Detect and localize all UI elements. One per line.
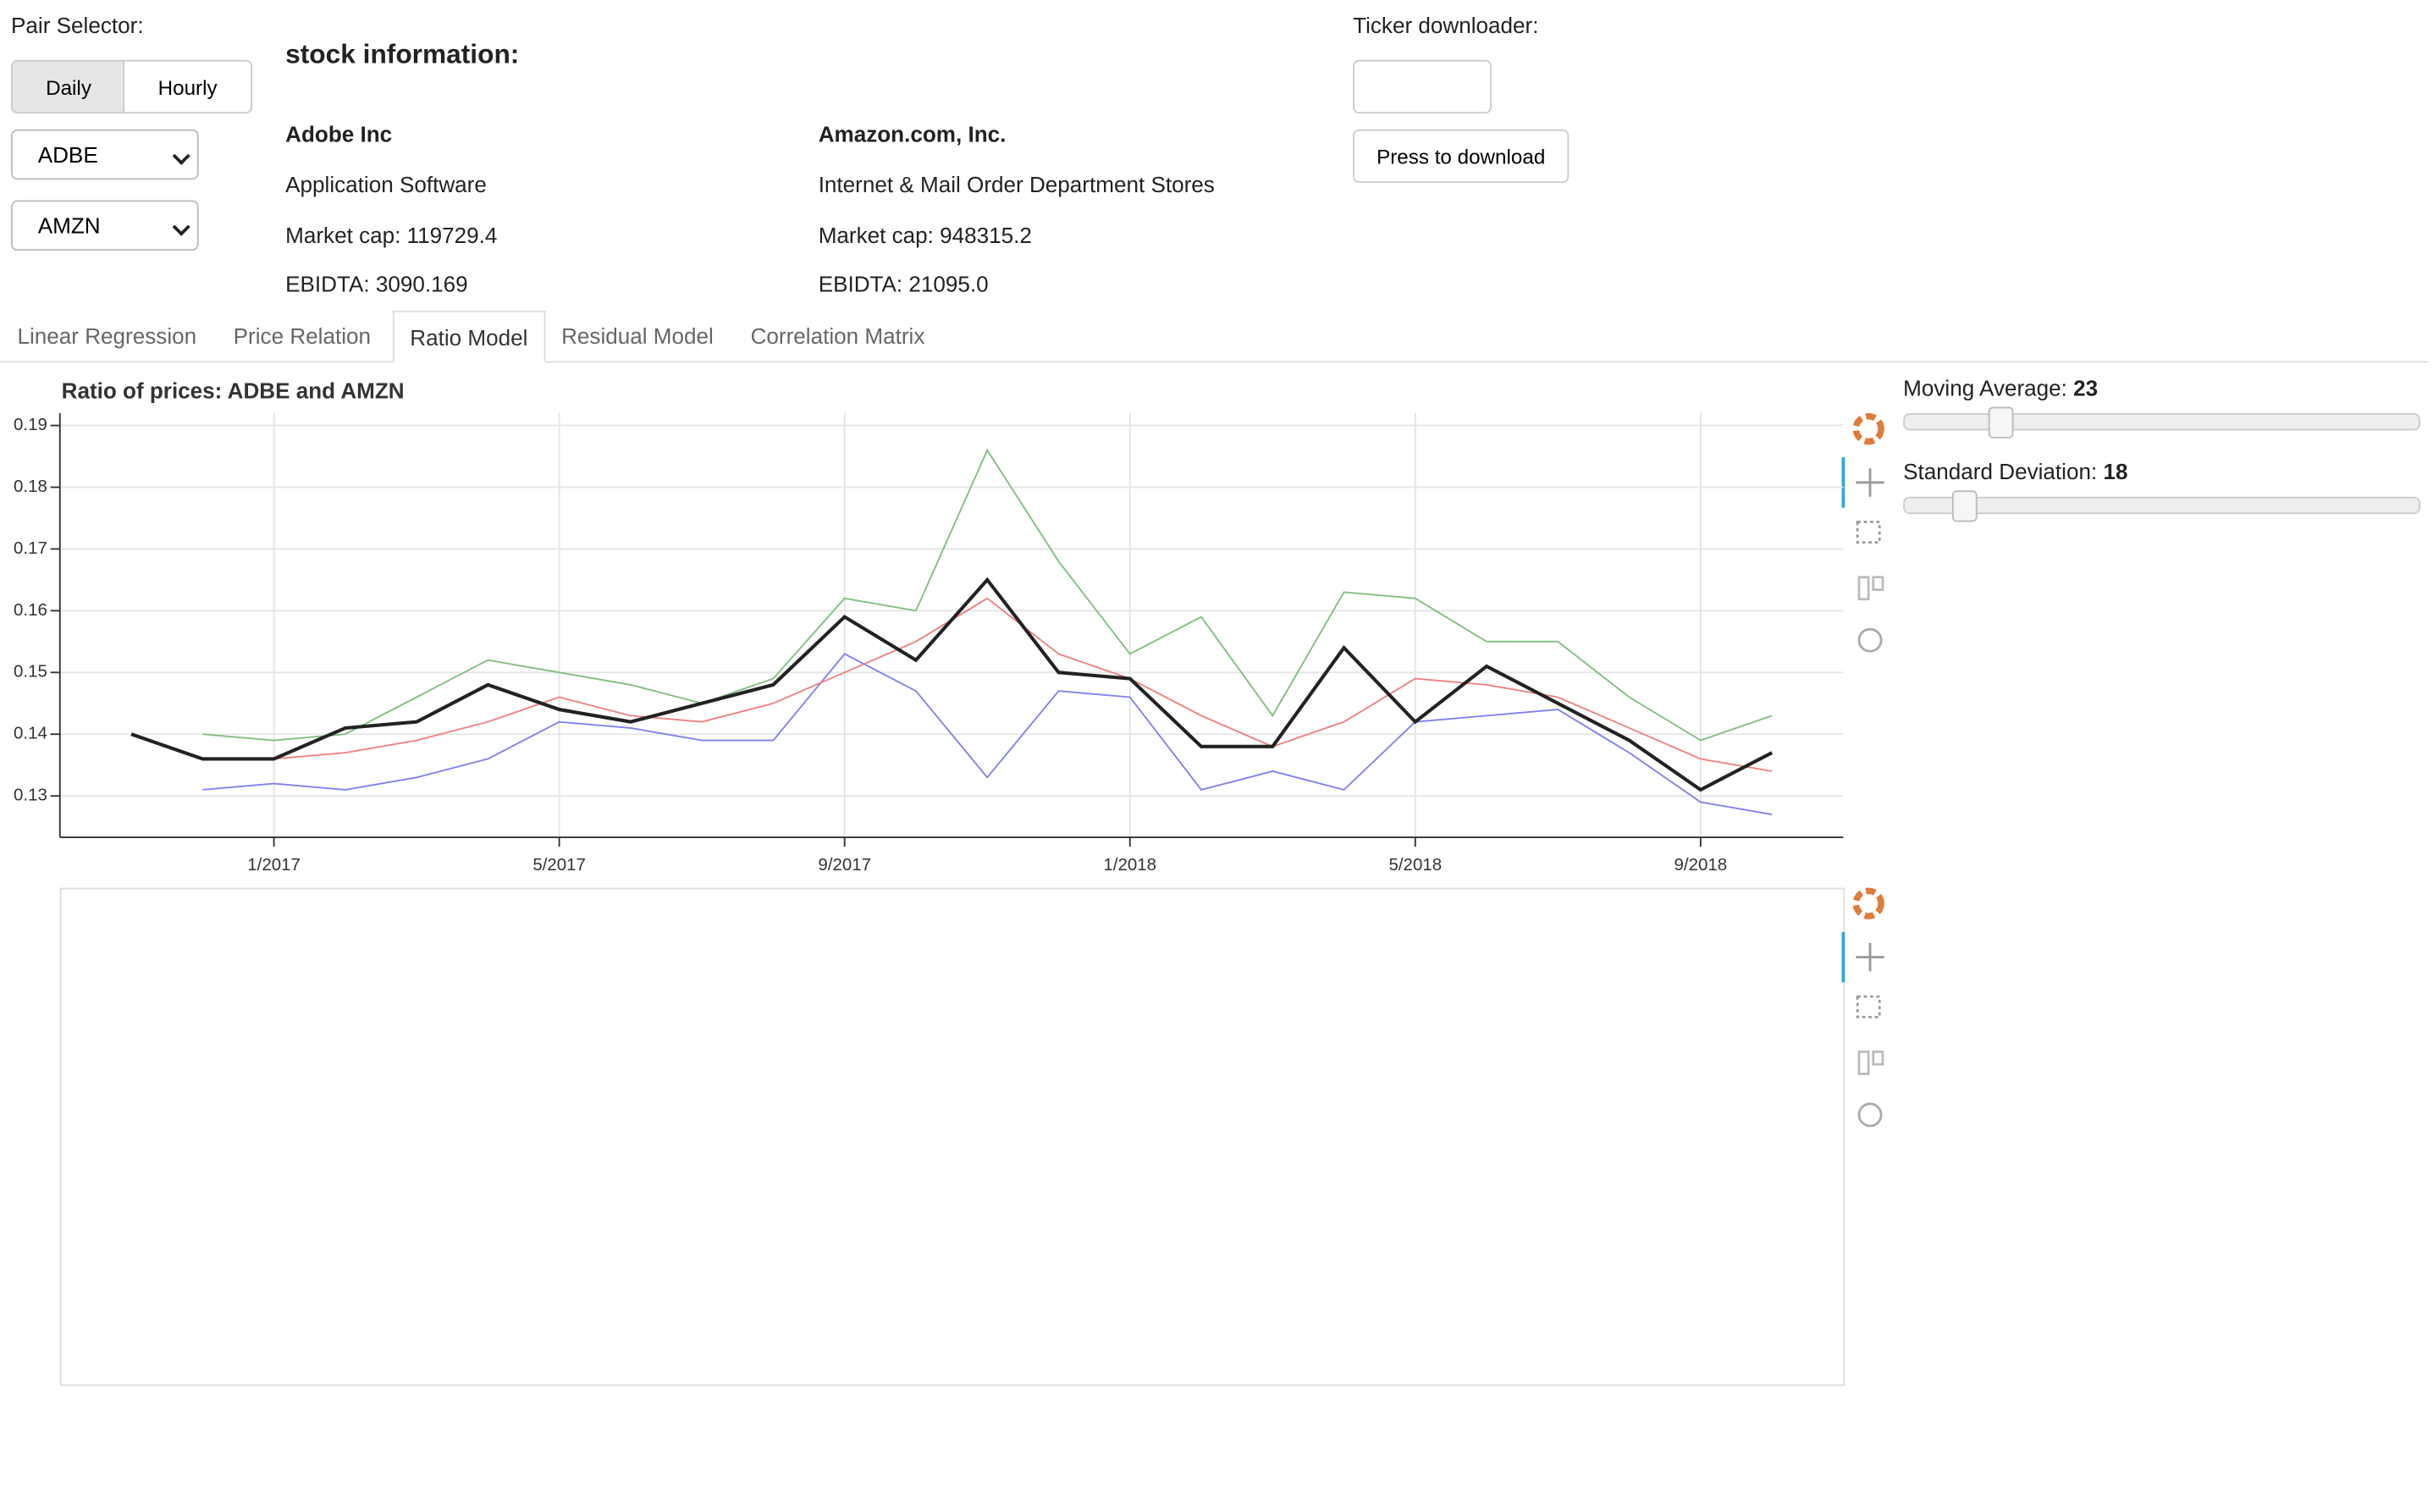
slider-value: 23 (2073, 375, 2099, 401)
slider-title: Standard Deviation: (1903, 459, 2098, 484)
stock-name: Amazon.com, Inc. (818, 121, 1007, 147)
pan-tool[interactable] (1856, 468, 1884, 497)
slider-label: Standard Deviation: 18 (1903, 459, 2127, 484)
x-tick-label: 5/2018 (1388, 855, 1442, 875)
reset-tool[interactable] (1857, 1102, 1883, 1128)
toolbar-group (1841, 413, 1884, 653)
slider-title: Moving Average: (1903, 375, 2067, 401)
tab[interactable]: Price Relation (233, 323, 372, 349)
y-tick-label: 0.19 (14, 415, 47, 434)
y-tick-label: 0.14 (14, 724, 47, 743)
stock-name: Adobe Inc (285, 121, 393, 147)
box-zoom-tool[interactable] (1856, 521, 1881, 544)
tab[interactable]: Residual Model (561, 323, 714, 349)
tab-active[interactable]: Ratio Model (392, 310, 545, 363)
download-button[interactable]: Press to download (1353, 129, 1570, 184)
slider[interactable] (1903, 406, 2421, 439)
pair-selector-label: Pair Selector: (11, 12, 144, 38)
ticker-select[interactable]: AMZN (11, 200, 199, 251)
bokeh-logo[interactable] (1852, 887, 1884, 919)
y-tick-label: 0.17 (14, 538, 47, 558)
series-line (202, 597, 1773, 772)
slider-handle[interactable] (1951, 490, 1978, 522)
x-tick-label: 9/2017 (818, 855, 871, 875)
bokeh-logo[interactable] (1852, 413, 1884, 445)
wheel-zoom-tool[interactable] (1857, 576, 1884, 601)
ticker-select[interactable]: ADBE (11, 129, 199, 180)
tab-divider (0, 361, 2429, 363)
y-tick-label: 0.15 (14, 662, 47, 682)
y-tick-label: 0.18 (14, 477, 47, 496)
stock-sector: Application Software (285, 172, 487, 197)
pan-tool[interactable] (1856, 942, 1884, 972)
box-zoom-tool[interactable] (1856, 995, 1881, 1018)
tab[interactable]: Linear Regression (17, 323, 197, 349)
stock-info-title: stock information: (285, 39, 520, 69)
x-tick-label: 1/2017 (247, 855, 301, 875)
x-tick-label: 5/2017 (532, 855, 586, 875)
ticker-input[interactable] (1353, 59, 1492, 114)
stock-ebitda: EBIDTA: 3090.169 (285, 271, 468, 297)
reset-tool[interactable] (1857, 627, 1883, 653)
stock-sector: Internet & Mail Order Department Stores (818, 172, 1215, 197)
series-line (202, 448, 1773, 742)
slider-label: Moving Average: 23 (1903, 375, 2098, 400)
daily-button[interactable]: Daily (11, 59, 127, 114)
x-tick-label: 1/2018 (1103, 855, 1156, 875)
downloader-label: Ticker downloader: (1353, 12, 1539, 38)
stock-market-cap: Market cap: 119729.4 (285, 222, 498, 248)
slider-handle[interactable] (1988, 406, 2014, 439)
hourly-button[interactable]: Hourly (123, 59, 253, 114)
empty-plot (59, 887, 1845, 1387)
chart-title: Ratio of prices: ADBE and AMZN (62, 378, 405, 404)
y-tick-label: 0.13 (14, 786, 47, 805)
stock-market-cap: Market cap: 948315.2 (818, 222, 1032, 248)
wheel-zoom-tool[interactable] (1857, 1050, 1884, 1075)
tab[interactable]: Correlation Matrix (750, 323, 925, 349)
series-line (130, 577, 1774, 792)
toolbar (1841, 413, 1884, 1128)
slider-value: 18 (2103, 459, 2128, 484)
stock-ebitda: EBIDTA: 21095.0 (818, 271, 989, 297)
slider[interactable] (1903, 490, 2421, 522)
y-tick-label: 0.16 (14, 600, 47, 620)
toolbar-group (1841, 887, 1884, 1128)
series-line (202, 653, 1773, 815)
x-tick-label: 9/2018 (1674, 855, 1728, 875)
